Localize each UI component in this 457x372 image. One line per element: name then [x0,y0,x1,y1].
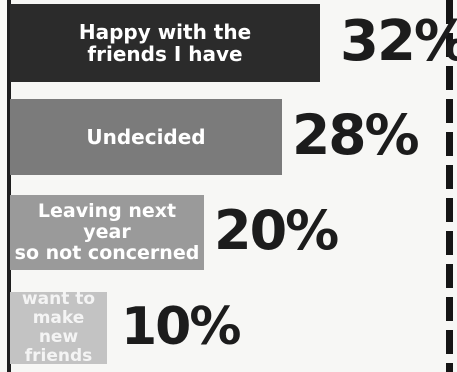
value-label-1: 32% [340,8,457,74]
value-label-2: 28% [292,103,420,168]
bar-3: Leaving next year so not concerned [10,195,204,270]
bar-1: Happy with the friends I have [10,4,320,82]
chart-axis-line [7,0,11,372]
bar-4: want to make new friends [10,289,107,366]
value-label-3: 20% [214,199,339,263]
value-label-4: 10% [121,296,241,357]
bar-2: Undecided [10,99,282,175]
dashed-divider [446,0,453,372]
